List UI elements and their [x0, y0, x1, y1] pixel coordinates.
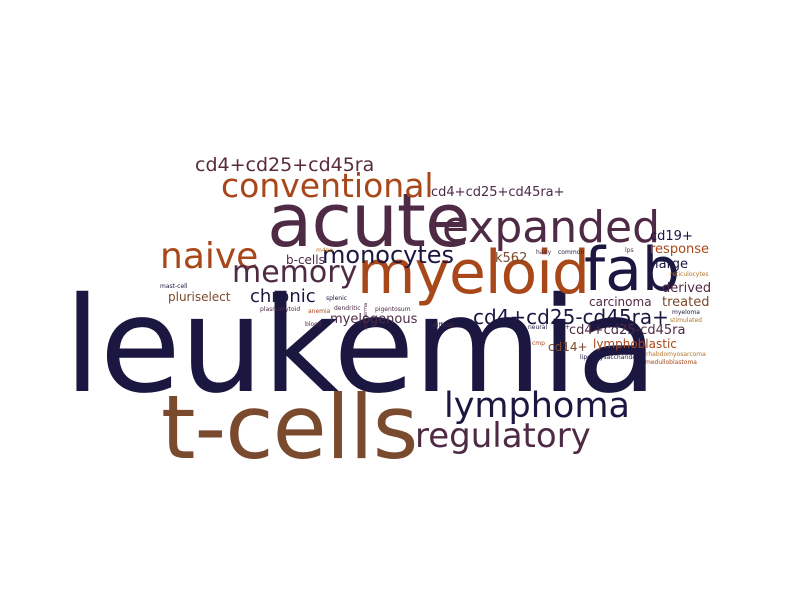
- word-diffuse: diffuse: [433, 322, 454, 329]
- word-dendritic: dendritic: [334, 305, 361, 312]
- word-rhabdomyosarcoma: rhabdomyosarcoma: [646, 351, 706, 358]
- word-lipopolysaccharide: lipopolysaccharide: [580, 354, 637, 361]
- word-large: large: [655, 257, 688, 272]
- word-reticulocytes: reticulocytes: [670, 271, 709, 278]
- word-naive: naive: [160, 236, 259, 277]
- word-treated: treated: [662, 295, 710, 310]
- word-cd19-plus: cd19+: [650, 229, 693, 244]
- word-medulloblastoma: medulloblastoma: [645, 359, 697, 366]
- word-xeroderma: xeroderma: [363, 302, 369, 330]
- word-lymphoma: lymphoma: [444, 386, 630, 426]
- word-blood: blood: [305, 321, 322, 328]
- word-hairy: hairy: [536, 249, 552, 256]
- word-memory: memory: [232, 255, 358, 290]
- word-response: response: [650, 242, 710, 257]
- word-leukemia: leukemia: [64, 269, 658, 423]
- word-carcinoma: carcinoma: [589, 295, 652, 309]
- word-mast-cell: mast-cell: [160, 283, 188, 290]
- word-myelogenous: myelogenous: [330, 312, 418, 327]
- word-conventional: conventional: [221, 166, 434, 205]
- word-cd4-cd25-cd45ra-minus: cd4+cd25-cd45ra: [569, 323, 686, 338]
- word-t-cells: t-cells: [161, 376, 419, 479]
- word-myeloma: myeloma: [672, 309, 700, 316]
- word-splenic: splenic: [326, 295, 348, 302]
- word-k562: k562: [495, 251, 528, 266]
- word-cd4-plus: cd4+: [554, 324, 570, 331]
- word-b-cells: b-cells: [286, 253, 325, 267]
- word-cd4-cd25-cd45ra-plus: cd4+cd25-cd45ra+: [473, 305, 669, 329]
- word-pigentosum: pigentosum: [375, 306, 411, 313]
- word-cd4-cd25-cd45ra-plus-alt: cd4+cd25+cd45ra+: [431, 185, 565, 200]
- word-anemia: anemia: [308, 308, 331, 315]
- word-chronic: chronic: [250, 286, 316, 307]
- word-myeloid: myeloid: [357, 238, 590, 308]
- word-derived: derived: [662, 281, 712, 296]
- word-monocytes: monocytes: [322, 241, 455, 269]
- word-cd4-cd25-cd45ra: cd4+cd25+cd45ra: [195, 154, 375, 176]
- word-regulatory: regulatory: [415, 416, 591, 456]
- word-cmp: cmp: [532, 340, 545, 347]
- word-cd14-plus: cd14+: [548, 340, 588, 354]
- word-lps: lps: [625, 247, 634, 254]
- word-acute: acute: [267, 178, 470, 264]
- word-expanded: expanded: [442, 202, 661, 253]
- word-m4eo: m4eo: [316, 247, 334, 254]
- word-plasmacytoid: plasmacytoid: [260, 306, 301, 313]
- word-fab: fab: [584, 235, 680, 305]
- word-stimulated: stimulated: [670, 317, 702, 324]
- word-common: common: [558, 249, 585, 256]
- word-pluriselect: pluriselect: [168, 290, 231, 304]
- word-lymphoblastic: lymphoblastic: [593, 337, 677, 351]
- word-neural: neural: [528, 324, 548, 331]
